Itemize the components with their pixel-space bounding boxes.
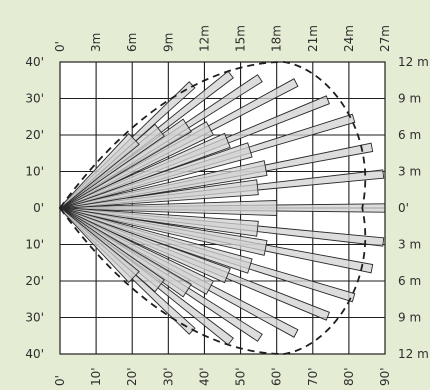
top-axis-label: 12m	[197, 25, 211, 52]
bottom-axis-label: 60'	[270, 367, 284, 386]
left-axis-label: 10'	[25, 238, 44, 252]
bottom-axis-label: 40'	[197, 367, 211, 386]
bottom-axis-label: 50'	[234, 367, 248, 386]
top-axis-label: 24m	[342, 25, 356, 52]
bottom-axis-labels: 0' 10' 20' 30' 40' 50' 60' 70' 80' 90'	[53, 367, 392, 386]
left-axis-label: 40'	[25, 347, 44, 361]
bottom-axis-label: 20'	[125, 367, 139, 386]
right-axis-label: 6 m	[398, 128, 421, 142]
left-axis-label: 30'	[25, 311, 44, 325]
top-axis-label: 6m	[125, 33, 139, 52]
top-axis-label: 21m	[306, 25, 320, 52]
right-axis-label: 3 m	[398, 165, 421, 179]
left-axis-label: 30'	[25, 92, 44, 106]
left-axis-label: 20'	[25, 128, 44, 142]
right-axis-label: 6 m	[398, 274, 421, 288]
right-axis-label: 0'	[398, 201, 409, 215]
top-axis-label: 9m	[161, 33, 175, 52]
right-axis-label: 9 m	[398, 92, 421, 106]
top-axis-label: 3m	[89, 33, 103, 52]
detection-beams	[58, 70, 386, 346]
left-axis-label: 0'	[33, 201, 44, 215]
grid-border	[59, 61, 386, 355]
coverage-envelope	[59, 61, 367, 355]
right-axis-labels: 12 m 9 m 6 m 3 m 0' 3 m 6 m 9 m 12 m	[398, 55, 429, 361]
bottom-axis-label: 90'	[378, 367, 392, 386]
right-axis-label: 3 m	[398, 238, 421, 252]
bottom-axis-label: 70'	[306, 367, 320, 386]
bottom-axis-label: 10'	[89, 367, 103, 386]
right-axis-label: 12 m	[398, 55, 429, 69]
bottom-axis-label: 0'	[53, 375, 67, 386]
top-axis-label: 18m	[270, 25, 284, 52]
top-axis-label: 0'	[53, 41, 67, 52]
top-axis-label: 27m	[378, 25, 392, 52]
bottom-axis-label: 80'	[342, 367, 356, 386]
right-axis-label: 9 m	[398, 311, 421, 325]
top-axis-labels: 0' 3m 6m 9m 12m 15m 18m 21m 24m 27m	[53, 25, 392, 52]
bottom-axis-label: 30'	[161, 367, 175, 386]
left-axis-label: 40'	[25, 55, 44, 69]
left-axis-label: 10'	[25, 165, 44, 179]
left-axis-labels: 40' 30' 20' 10' 0' 10' 20' 30' 40'	[25, 55, 44, 361]
left-axis-label: 20'	[25, 274, 44, 288]
top-axis-label: 15m	[234, 25, 248, 52]
right-axis-label: 12 m	[398, 347, 429, 361]
